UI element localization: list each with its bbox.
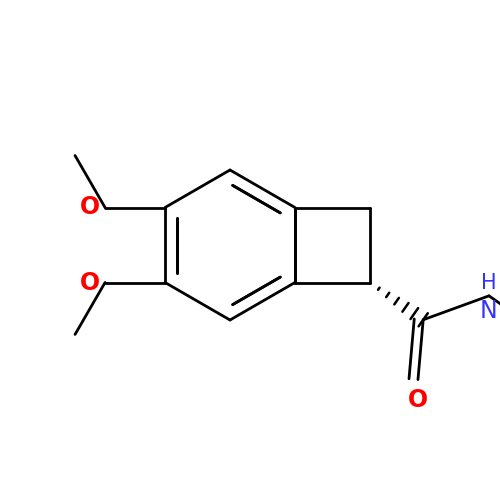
Text: O: O xyxy=(80,270,100,294)
Text: H: H xyxy=(481,273,497,293)
Text: O: O xyxy=(408,388,428,411)
Text: N: N xyxy=(480,299,498,323)
Text: O: O xyxy=(80,196,100,220)
